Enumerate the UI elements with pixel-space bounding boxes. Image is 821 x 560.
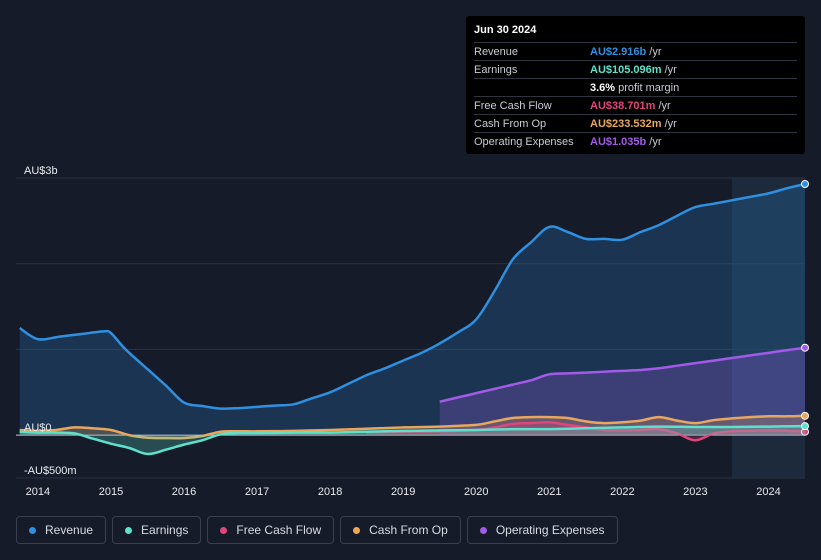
tooltip-unit: /yr	[658, 99, 671, 112]
legend-label: Cash From Op	[369, 523, 448, 537]
tooltip-date: Jun 30 2024	[474, 24, 797, 43]
tooltip-value: AU$233.532m	[590, 117, 662, 130]
tooltip-row: Free Cash Flow AU$38.701m/yr	[474, 97, 797, 115]
tooltip-label: Revenue	[474, 45, 519, 58]
y-axis: AU$3b AU$0 -AU$500m	[24, 165, 77, 477]
tooltip-label: Earnings	[474, 63, 518, 76]
earnings-line	[19, 424, 806, 456]
legend-item-revenue[interactable]: Revenue	[16, 516, 107, 544]
legend-label: Earnings	[141, 523, 189, 537]
tooltip-row: Revenue AU$2.916b/yr	[474, 43, 797, 61]
tooltip-row: 3.6% profit margin	[474, 79, 797, 97]
legend-item-free-cash-flow[interactable]: Free Cash Flow	[207, 516, 335, 544]
x-axis: 2014 2015 2016 2017 2018 2019 2020 2021 2022 2023…	[26, 486, 781, 498]
legend-dot-icon	[125, 526, 133, 534]
chart-legend: Revenue Earnings Free Cash Flow Cash From O…	[16, 516, 618, 546]
x-tick-label: 2020	[464, 486, 488, 498]
legend-dot-icon	[220, 526, 228, 534]
tooltip-label: Operating Expenses	[474, 135, 574, 148]
tooltip-value: AU$1.035b	[590, 135, 647, 148]
revenue-line	[18, 182, 806, 410]
x-tick-label: 2021	[537, 486, 561, 498]
grid-lines	[16, 177, 805, 479]
earnings-area	[19, 426, 805, 455]
legend-label: Free Cash Flow	[236, 523, 322, 537]
x-tick-label: 2018	[318, 486, 342, 498]
operating-expenses-end-point	[801, 343, 809, 352]
tooltip-row: Operating Expenses AU$1.035b/yr	[474, 133, 797, 150]
x-tick-label: 2014	[26, 486, 50, 498]
tooltip-value: AU$2.916b	[590, 45, 647, 58]
legend-item-operating-expenses[interactable]: Operating Expenses	[466, 516, 618, 544]
legend-dot-icon	[479, 526, 487, 534]
x-tick-label: 2016	[172, 486, 196, 498]
financial-chart: 2014 2015 2016 2017 2018 2019 2020 2021 2022 2023…	[16, 165, 809, 498]
tooltip-unit: /yr	[664, 63, 677, 76]
operating-expenses-area	[439, 347, 805, 436]
tooltip-label: Cash From Op	[474, 117, 547, 130]
tooltip-unit: /yr	[649, 135, 662, 148]
tooltip-value: AU$105.096m	[590, 63, 662, 76]
x-tick-label: 2017	[245, 486, 269, 498]
tooltip-row: Earnings AU$105.096m/yr	[474, 61, 797, 79]
x-tick-label: 2015	[99, 486, 123, 498]
tooltip-unit: /yr	[664, 117, 677, 130]
revenue-end-point	[801, 180, 809, 188]
legend-dot-icon	[29, 526, 36, 534]
y-tick-label: AU$3b	[24, 165, 58, 177]
tooltip-row: Cash From Op AU$233.532m/yr	[474, 115, 797, 133]
legend-item-earnings[interactable]: Earnings	[112, 516, 202, 544]
x-tick-label: 2019	[391, 486, 415, 498]
legend-dot-icon	[353, 526, 361, 534]
tooltip-value: 3.6%	[590, 81, 616, 94]
tooltip-value: AU$38.701m	[590, 99, 656, 112]
y-tick-label: -AU$500m	[24, 465, 77, 477]
data-tooltip: Jun 30 2024 Revenue AU$2.916b/yr Earnings A…	[466, 16, 805, 154]
tooltip-unit: /yr	[649, 45, 662, 58]
x-tick-label: 2024	[756, 486, 780, 498]
cash-from-op-line	[19, 414, 806, 440]
y-tick-label: AU$0	[24, 422, 52, 434]
x-tick-label: 2022	[610, 486, 634, 498]
tooltip-label: Free Cash Flow	[474, 99, 552, 112]
x-tick-label: 2023	[683, 486, 707, 498]
free-cash-flow-area	[366, 422, 805, 441]
cash-from-op-end-point	[801, 411, 809, 420]
legend-item-cash-from-op[interactable]: Cash From Op	[340, 516, 461, 544]
series-layer	[18, 180, 809, 456]
legend-label: Revenue	[45, 523, 94, 537]
tooltip-unit: profit margin	[618, 81, 680, 94]
operating-expenses-line	[439, 346, 806, 403]
legend-label: Operating Expenses	[495, 523, 605, 537]
earnings-end-point	[801, 422, 809, 431]
